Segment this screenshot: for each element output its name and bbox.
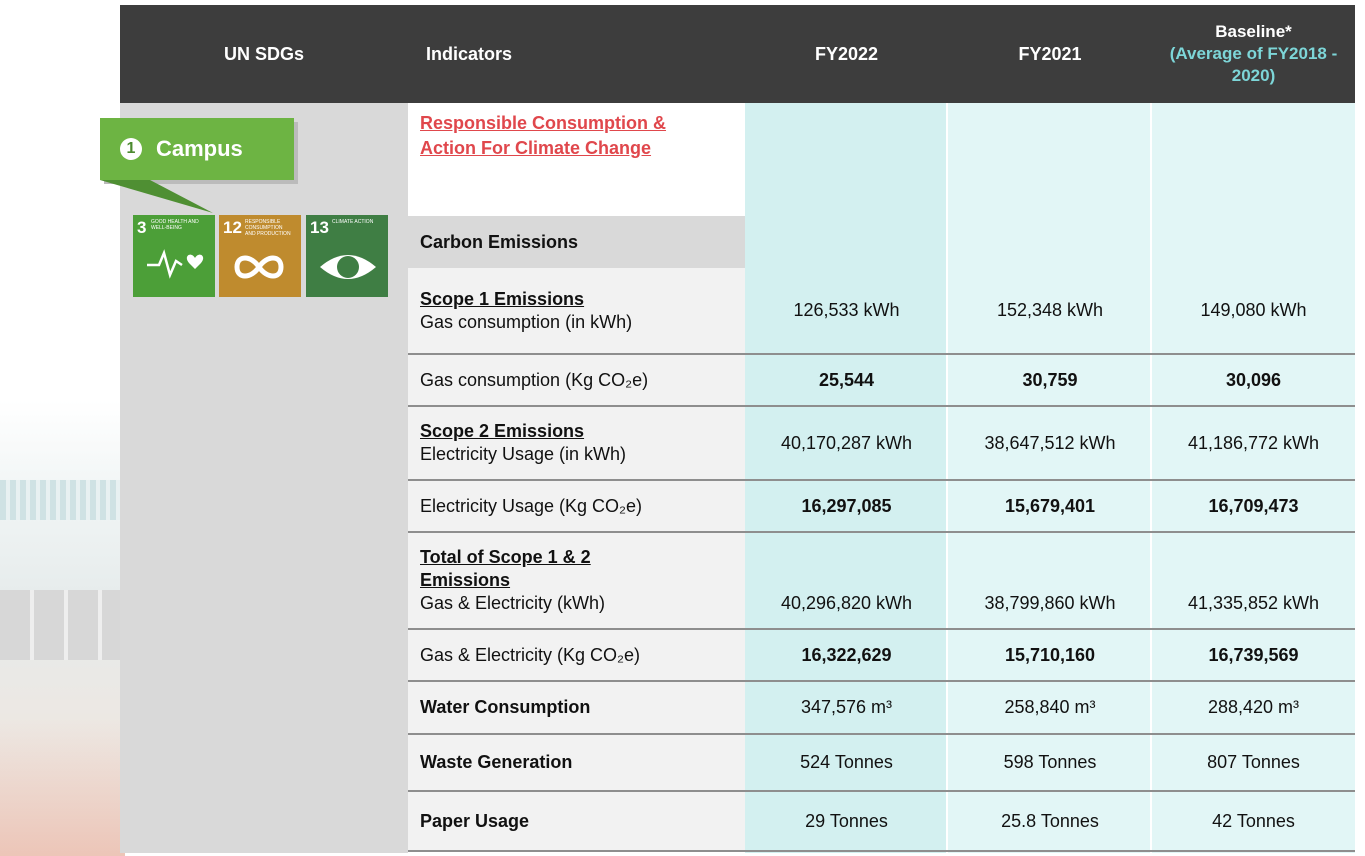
campus-fold: [95, 175, 225, 220]
page: UN SDGs Indicators FY2022 FY2021 Baselin…: [0, 0, 1365, 856]
indicator-heading: Scope 2 Emissions: [420, 420, 680, 443]
section-title-cell: Responsible Consumption & Action For Cli…: [408, 103, 745, 216]
value-cell: 16,709,473: [1152, 481, 1355, 533]
campus-text: Campus: [156, 136, 243, 162]
header-cell: Baseline* (Average of FY2018 - 2020): [1152, 5, 1355, 103]
sdg-number: 13: [310, 218, 329, 238]
background-building: [0, 590, 120, 660]
indicator-heading: Scope 1 Emissions: [420, 288, 680, 311]
value-cell: 29 Tonnes: [745, 792, 948, 852]
value-cell: 598 Tonnes: [948, 735, 1152, 792]
sdg-number: 3: [137, 218, 146, 238]
section-title: Responsible Consumption & Action For Cli…: [420, 111, 720, 161]
indicator-cell: Paper Usage: [408, 792, 745, 852]
value-cell: 15,679,401: [948, 481, 1152, 533]
value-cell: 30,759: [948, 355, 1152, 407]
value-cell: 347,576 m³: [745, 682, 948, 735]
indicator-label: Electricity Usage (Kg CO₂e): [420, 495, 642, 518]
campus-label: 1 Campus: [100, 118, 294, 180]
indicator-heading: Total of Scope 1 & 2 Emissions: [420, 546, 680, 592]
value-cell: 288,420 m³: [1152, 682, 1355, 735]
indicator-label: Gas consumption (in kWh): [420, 311, 632, 334]
value-cell: 807 Tonnes: [1152, 735, 1355, 792]
campus-number: 1: [120, 138, 142, 160]
indicator-cell: Gas consumption (Kg CO₂e): [408, 355, 745, 407]
section-subtitle: Carbon Emissions: [408, 216, 745, 268]
value-cell: 30,096: [1152, 355, 1355, 407]
sdg-label: GOOD HEALTH AND WELL-BEING: [151, 219, 199, 231]
indicator-cell: Waste Generation: [408, 735, 745, 792]
value-cell: 16,739,569: [1152, 630, 1355, 682]
value-cell: 42 Tonnes: [1152, 792, 1355, 852]
sdg-label: CLIMATE ACTION: [332, 219, 380, 225]
baseline-note: (Average of FY2018 - 2020): [1169, 43, 1339, 87]
indicator-label: Waste Generation: [420, 751, 572, 774]
background-building: [0, 480, 120, 520]
value-cell: 16,322,629: [745, 630, 948, 682]
value-cell: 15,710,160: [948, 630, 1152, 682]
indicator-label: Gas & Electricity (kWh): [420, 592, 605, 615]
value-cell: 126,533 kWh: [745, 268, 948, 355]
indicator-label: Electricity Usage (in kWh): [420, 443, 626, 466]
indicator-label: Gas & Electricity (Kg CO₂e): [420, 644, 640, 667]
value-cell: 25.8 Tonnes: [948, 792, 1152, 852]
value-cell: 524 Tonnes: [745, 735, 948, 792]
value-cell: 152,348 kWh: [948, 268, 1152, 355]
header-cell: FY2021: [948, 5, 1152, 103]
indicator-cell: Electricity Usage (Kg CO₂e): [408, 481, 745, 533]
value-cell: 258,840 m³: [948, 682, 1152, 735]
sdg-label: RESPONSIBLE CONSUMPTION AND PRODUCTION: [245, 219, 293, 237]
indicator-label: Paper Usage: [420, 810, 529, 833]
header-cell: Indicators: [408, 5, 745, 103]
value-cell: 149,080 kWh: [1152, 268, 1355, 355]
value-cell: 38,647,512 kWh: [948, 407, 1152, 481]
header-cell: FY2022: [745, 5, 948, 103]
value-cell: 25,544: [745, 355, 948, 407]
indicator-cell: Gas & Electricity (Kg CO₂e): [408, 630, 745, 682]
value-cell: 16,297,085: [745, 481, 948, 533]
indicator-label: Water Consumption: [420, 696, 590, 719]
header-cell: UN SDGs: [120, 5, 408, 103]
indicator-cell: Water Consumption: [408, 682, 745, 735]
sdg-icon: 3 GOOD HEALTH AND WELL-BEING: [133, 215, 215, 297]
value-cell: 40,170,287 kWh: [745, 407, 948, 481]
value-cell: 40,296,820 kWh: [745, 533, 948, 630]
fold: [100, 180, 213, 213]
value-cell: 41,335,852 kWh: [1152, 533, 1355, 630]
value-cell: 41,186,772 kWh: [1152, 407, 1355, 481]
indicator-label: Gas consumption (Kg CO₂e): [420, 369, 648, 392]
value-cell: 38,799,860 kWh: [948, 533, 1152, 630]
baseline-title: Baseline*: [1215, 21, 1292, 43]
sdg-number: 12: [223, 218, 242, 238]
